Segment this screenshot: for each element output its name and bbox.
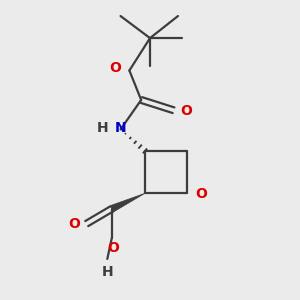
Text: N: N bbox=[115, 121, 126, 135]
Text: O: O bbox=[195, 187, 207, 201]
Text: H: H bbox=[97, 121, 108, 135]
Text: O: O bbox=[107, 241, 119, 255]
Text: H: H bbox=[101, 266, 113, 279]
Text: O: O bbox=[68, 217, 80, 231]
Text: O: O bbox=[180, 104, 192, 118]
Text: O: O bbox=[109, 61, 121, 75]
Polygon shape bbox=[110, 193, 145, 212]
